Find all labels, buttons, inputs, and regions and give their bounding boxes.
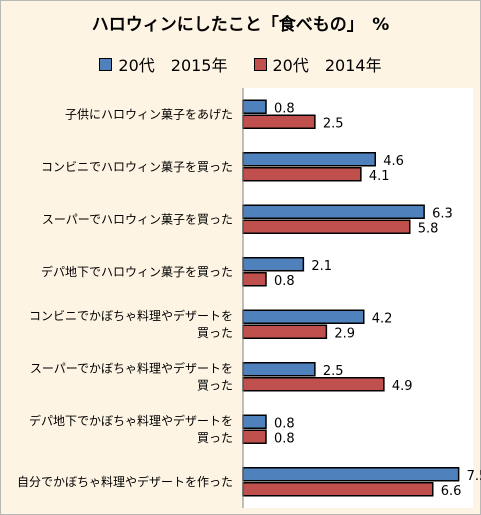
value-label-s1-6: 0.8 (274, 431, 295, 446)
category-label-6-1: 買った (197, 431, 233, 445)
value-label-s0-4: 4.2 (372, 311, 393, 326)
category-label-5-0: スーパーでかぼちゃ料理やデザートを (30, 360, 233, 375)
value-label-s0-2: 6.3 (432, 206, 453, 221)
category-label-5-1: 買った (197, 378, 233, 392)
legend-item-2015: 20代 2015年 (99, 52, 228, 76)
value-label-s0-7: 7.5 (467, 469, 481, 484)
value-label-s1-2: 5.8 (418, 221, 439, 236)
category-label-4-1: 買った (197, 326, 233, 340)
value-label-s0-3: 2.1 (311, 259, 332, 274)
category-label-0-0: 子供にハロウィン菓子をあげた (65, 107, 233, 121)
legend-swatch-2014 (253, 57, 267, 71)
category-label-4-0: コンビニでかぼちゃ料理やデザートを (29, 308, 233, 323)
category-label-7-0: 自分でかぼちゃ料理やデザートを作った (17, 474, 233, 489)
bar-s0-1 (242, 152, 376, 167)
bar-s1-2 (242, 219, 411, 234)
legend-swatch-2015 (99, 57, 113, 71)
value-label-s1-4: 2.9 (334, 326, 355, 341)
value-label-s0-0: 0.8 (274, 101, 295, 116)
category-label-6-0: デパ地下でかぼちゃ料理やデザートを (29, 413, 233, 428)
bar-s1-7 (242, 482, 434, 497)
bar-s1-6 (242, 429, 267, 444)
value-label-s1-7: 6.6 (441, 484, 462, 499)
value-label-s0-6: 0.8 (274, 416, 295, 431)
value-label-s0-5: 2.5 (323, 364, 344, 379)
bar-s0-4 (242, 309, 365, 324)
legend-label-2015: 20代 2015年 (118, 56, 228, 75)
value-label-s0-1: 4.6 (383, 154, 404, 169)
value-label-s1-1: 4.1 (369, 169, 390, 184)
bar-s1-0 (242, 114, 316, 129)
bar-s0-6 (242, 414, 267, 429)
bar-s1-1 (242, 167, 362, 182)
bar-s0-0 (242, 99, 267, 114)
bar-s0-2 (242, 204, 425, 219)
bar-s0-3 (242, 257, 305, 272)
chart-title: ハロウィンにしたこと「食べもの」 % (91, 15, 390, 35)
value-label-s1-5: 4.9 (392, 379, 413, 394)
category-label-2-0: スーパーでハロウィン菓子を買った (42, 212, 233, 226)
legend: 20代 2015年 20代 2014年 (0, 52, 481, 76)
value-label-s1-0: 2.5 (323, 116, 344, 131)
bar-s1-5 (242, 377, 385, 392)
bar-s0-5 (242, 362, 316, 377)
value-label-s1-3: 0.8 (274, 274, 295, 289)
legend-label-2014: 20代 2014年 (272, 56, 382, 75)
legend-item-2014: 20代 2014年 (253, 52, 382, 76)
bar-s1-4 (242, 324, 328, 339)
bar-s1-3 (242, 272, 267, 287)
bar-s0-7 (242, 467, 460, 482)
category-label-1-0: コンビニでハロウィン菓子を買った (41, 160, 233, 174)
category-label-3-0: デパ地下でハロウィン菓子を買った (41, 264, 233, 279)
